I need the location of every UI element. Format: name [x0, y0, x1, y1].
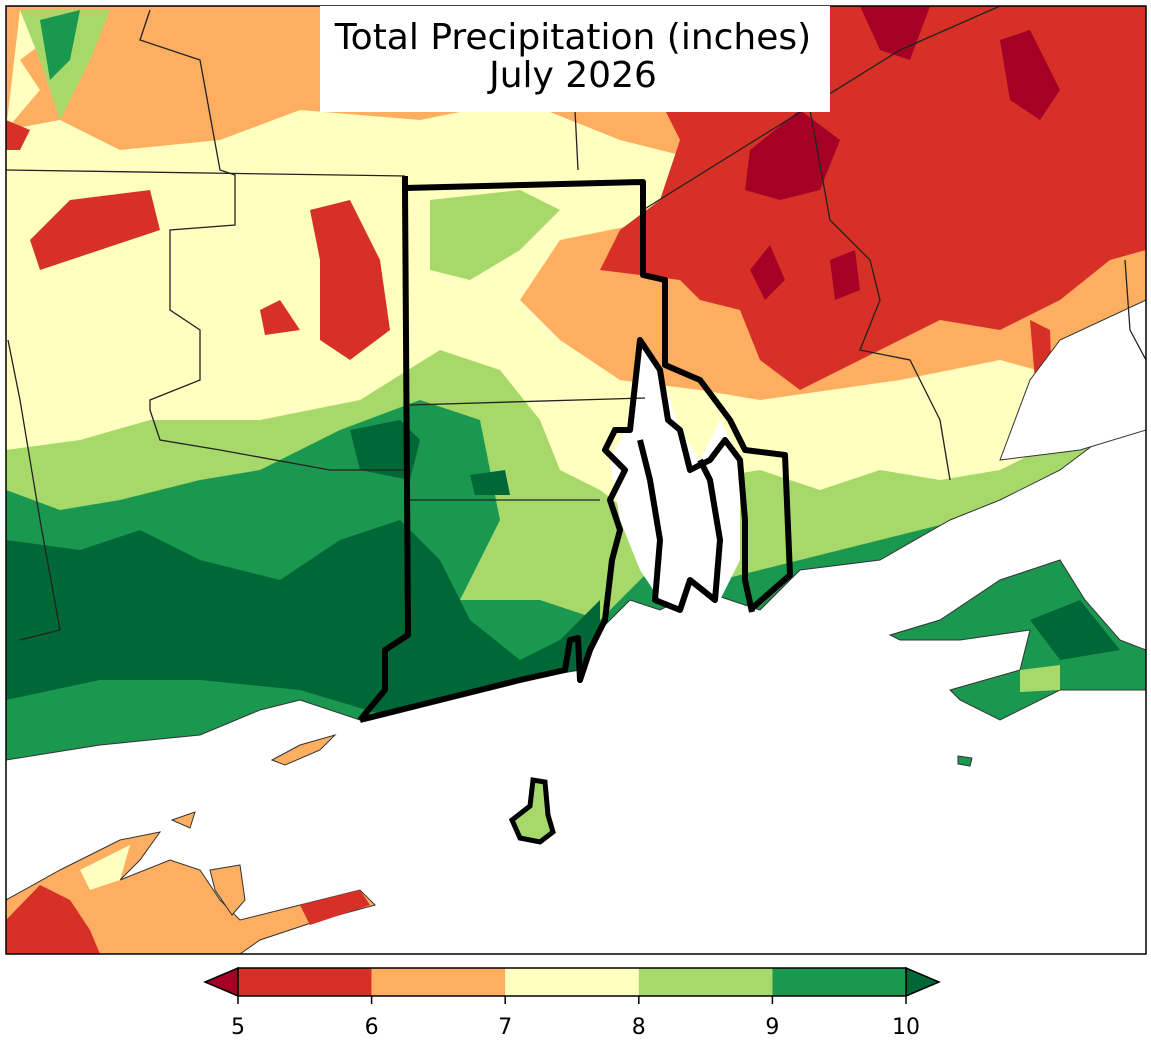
band-9-10: [40, 10, 80, 80]
state-border: [402, 176, 793, 613]
band-over-10: [6, 520, 600, 720]
colorbar-tick-label: 8: [632, 1015, 646, 1040]
ocean: [999, 299, 1146, 461]
border: [409, 397, 646, 406]
island-patch: [1020, 665, 1060, 692]
band-over-10: [470, 470, 510, 495]
colorbar-outline: [237, 967, 907, 997]
border: [642, 6, 1001, 211]
band-under-5: [1000, 30, 1060, 120]
colorbar-tick-label: 5: [231, 1015, 245, 1040]
colorbar-segment: [238, 968, 372, 996]
colorbar-segment: [638, 968, 773, 996]
colorbar: 5 6 7 8 9 10: [203, 966, 941, 1040]
border: [139, 9, 410, 471]
band-5-6: [30, 190, 160, 270]
band-under-5: [830, 250, 860, 300]
island: [170, 811, 196, 829]
state-coast: [359, 337, 755, 723]
colorbar-segment: [505, 968, 639, 996]
band-7-8: [6, 10, 100, 130]
state-border: [357, 187, 411, 722]
colorbar-segment: [772, 968, 906, 996]
band-under-5: [745, 110, 840, 200]
state-coast: [637, 439, 723, 613]
band-7-8: [6, 300, 430, 420]
border: [7, 339, 61, 641]
colorbar-segment: [371, 968, 506, 996]
colorbar-over: [905, 966, 941, 998]
long-island-patch: [6, 885, 100, 954]
border: [6, 169, 406, 177]
colorbar-tick-label: 7: [498, 1015, 512, 1040]
band-under-5: [750, 245, 785, 300]
block-island: [508, 777, 556, 845]
title-box: [320, 6, 830, 112]
island: [209, 864, 246, 916]
colorbar-under: [203, 966, 239, 998]
island-patch: [1030, 600, 1120, 660]
long-island-patch: [80, 845, 130, 890]
band-8-9: [430, 190, 560, 280]
bay: [610, 340, 740, 610]
band-5-6: [260, 300, 300, 335]
border: [574, 109, 579, 171]
island: [270, 733, 337, 766]
long-island-patch: [300, 890, 370, 925]
border: [1124, 259, 1146, 361]
band-5-6: [310, 200, 390, 360]
title-line: July 2026: [487, 55, 657, 96]
band-under-5: [860, 6, 930, 60]
title-line: Total Precipitation (inches): [334, 17, 811, 58]
island: [957, 755, 973, 767]
border: [809, 109, 951, 481]
map: [6, 6, 1146, 954]
colorbar-tick-label: 9: [765, 1015, 779, 1040]
band-5-6: [6, 120, 30, 150]
colorbar-tick-label: 10: [892, 1015, 920, 1040]
band-over-10: [350, 420, 420, 480]
colorbar-tick-label: 6: [365, 1015, 379, 1040]
